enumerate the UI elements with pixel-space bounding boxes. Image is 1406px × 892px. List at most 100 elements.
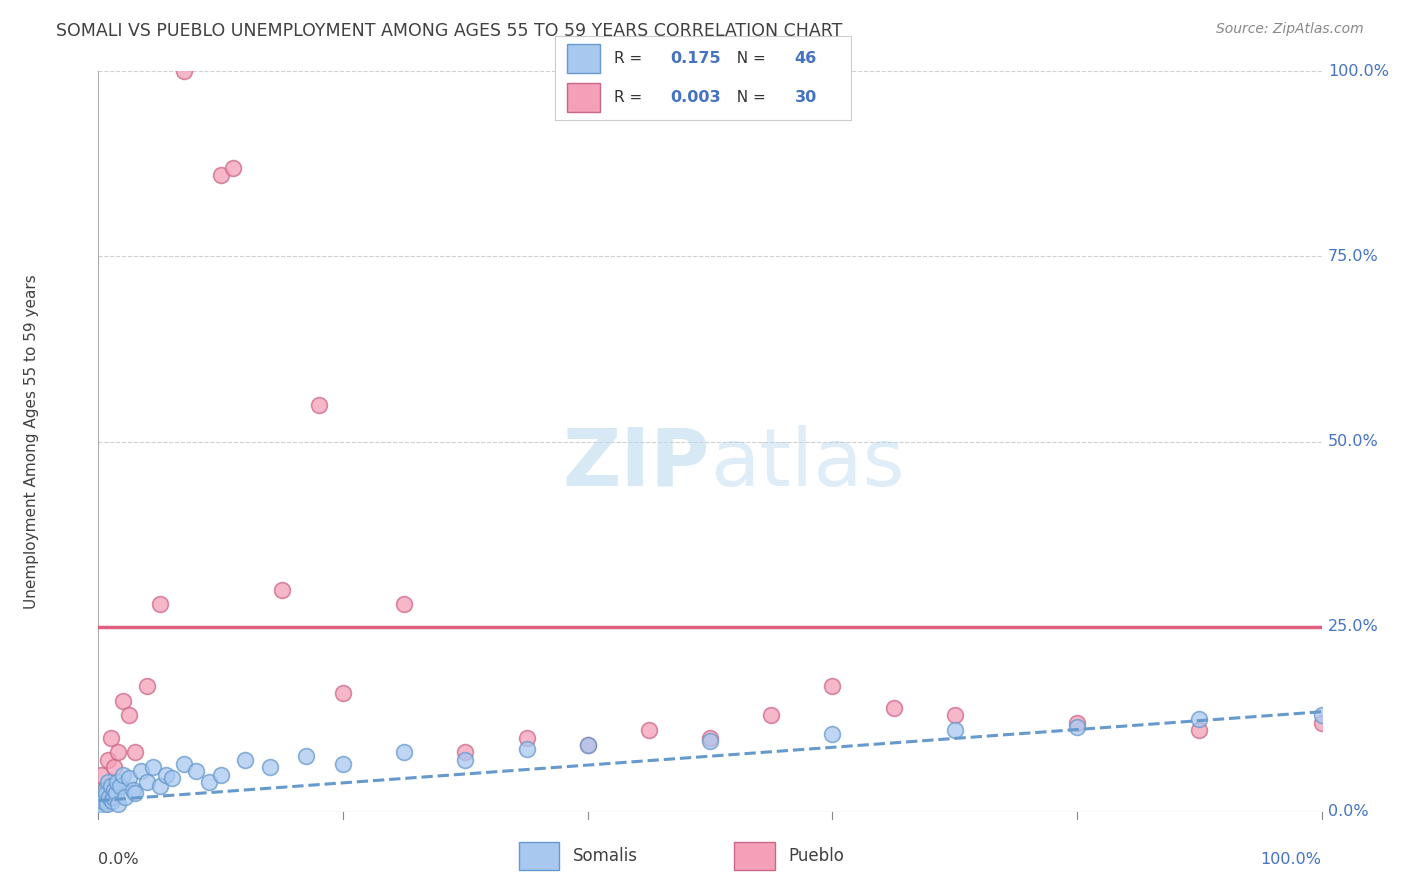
Text: SOMALI VS PUEBLO UNEMPLOYMENT AMONG AGES 55 TO 59 YEARS CORRELATION CHART: SOMALI VS PUEBLO UNEMPLOYMENT AMONG AGES… [56,22,842,40]
Point [89,797,111,812]
Point [233,753,256,767]
Point [98,789,121,804]
Point [943,708,966,723]
Point [173,756,195,771]
Point [821,679,844,693]
Point [142,760,165,774]
Point [136,679,159,693]
Point [332,686,354,700]
Text: 25.0%: 25.0% [1327,619,1378,634]
Point [121,782,143,797]
Point [100,779,122,793]
Point [149,779,172,793]
Point [516,741,538,756]
Text: R =: R = [614,90,648,105]
Point [124,786,146,800]
Point [1066,720,1088,734]
Text: atlas: atlas [710,425,904,503]
Text: 50.0%: 50.0% [1327,434,1378,449]
Point [761,708,783,723]
Point [104,786,127,800]
Point [454,753,477,767]
Point [91,794,114,808]
Point [107,746,129,760]
Point [209,168,232,182]
Point [392,746,416,760]
Text: Source: ZipAtlas.com: Source: ZipAtlas.com [1216,22,1364,37]
Point [94,786,117,800]
Point [103,760,125,774]
Point [1188,723,1211,738]
Point [155,767,177,781]
Point [90,767,112,781]
Point [93,782,115,797]
Point [103,782,125,797]
Point [1310,708,1333,723]
Point [101,789,124,804]
Point [576,738,599,752]
Point [97,775,120,789]
Point [149,598,172,612]
Point [699,731,721,745]
Text: Unemployment Among Ages 55 to 59 years: Unemployment Among Ages 55 to 59 years [24,274,38,609]
Point [197,775,219,789]
FancyBboxPatch shape [734,842,775,870]
Point [118,772,141,786]
Text: ZIP: ZIP [562,425,710,503]
Point [576,738,599,752]
Point [270,582,294,597]
Point [173,64,195,78]
Text: N =: N = [727,90,770,105]
Text: 100.0%: 100.0% [1327,64,1389,78]
Point [111,694,134,708]
Point [1310,715,1333,730]
Point [186,764,208,778]
Point [1066,715,1088,730]
Point [91,789,114,804]
Point [111,767,134,781]
Point [160,772,183,786]
Text: 30: 30 [794,90,817,105]
Point [222,161,245,175]
Point [883,701,905,715]
Point [129,764,152,778]
Text: 100.0%: 100.0% [1261,853,1322,867]
Point [821,727,844,741]
Point [308,398,330,412]
FancyBboxPatch shape [567,44,599,73]
Text: R =: R = [614,51,648,66]
Text: Somalis: Somalis [572,847,637,865]
Text: 0.175: 0.175 [671,51,721,66]
Point [259,760,281,774]
Point [107,797,129,812]
Text: 46: 46 [794,51,817,66]
Point [699,734,721,748]
Point [943,723,966,738]
Text: 0.0%: 0.0% [98,853,139,867]
Point [90,801,112,815]
Point [124,746,146,760]
Point [209,767,232,781]
Point [392,598,416,612]
Point [93,782,115,797]
Text: 0.003: 0.003 [671,90,721,105]
Point [118,708,141,723]
Point [114,789,136,804]
Point [101,794,124,808]
Text: 75.0%: 75.0% [1327,249,1378,264]
Point [454,746,477,760]
Point [100,731,122,745]
Point [1188,712,1211,726]
FancyBboxPatch shape [567,83,599,112]
Point [332,756,354,771]
Text: 0.0%: 0.0% [1327,805,1368,819]
Point [637,723,661,738]
Point [136,775,159,789]
Point [516,731,538,745]
Point [110,779,132,793]
Text: Pueblo: Pueblo [789,847,845,865]
FancyBboxPatch shape [519,842,560,870]
Point [105,775,128,789]
Point [96,797,118,812]
Point [295,749,318,764]
